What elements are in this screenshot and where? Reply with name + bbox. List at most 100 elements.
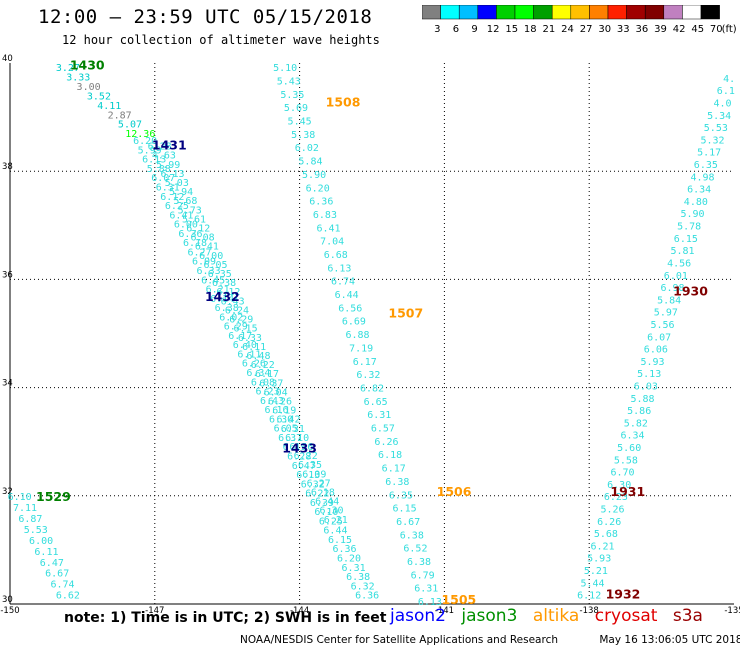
colorbar-label: 70 <box>710 24 723 35</box>
colorbar-label: 36 <box>636 24 649 35</box>
swh-value: 6.43 <box>260 396 284 407</box>
swh-value: 6.35 <box>298 460 322 471</box>
swh-value: 5.78 <box>677 222 701 233</box>
swh-value: 5.45 <box>288 117 312 128</box>
swh-value: 6.05 <box>274 424 298 435</box>
swh-value: 3.52 <box>87 91 111 102</box>
swh-value: 6.1 <box>717 86 735 97</box>
swh-value: 6.38 <box>400 530 424 541</box>
swh-value: 5.68 <box>594 529 618 540</box>
swh-value: 6.67 <box>396 517 420 528</box>
swh-value: 6.13 <box>327 263 351 274</box>
swh-value: 6.34 <box>246 368 270 379</box>
swh-value: 6.37 <box>278 433 302 444</box>
legend-jason3: jason3 <box>461 606 518 626</box>
colorbar-label: 27 <box>580 24 593 35</box>
swh-value: 6.17 <box>382 464 406 475</box>
swh-value: 6.33 <box>238 333 262 344</box>
swh-value: 4.98 <box>690 172 714 183</box>
swh-value: 6.38 <box>212 278 236 289</box>
swh-value: 5.60 <box>617 443 641 454</box>
swh-value: 5.81 <box>670 246 694 257</box>
swh-value: 4.11 <box>97 101 121 112</box>
swh-value: 5.69 <box>284 103 308 114</box>
swh-value: 5.84 <box>657 295 681 306</box>
swh-value: 6.56 <box>338 303 362 314</box>
pass-time-label: 1430 <box>70 57 105 72</box>
swh-value: 4.56 <box>667 258 691 269</box>
swh-value: 6.11 <box>34 547 58 558</box>
colorbar-label: 24 <box>561 24 574 35</box>
y-tick-label: 32 <box>2 487 13 497</box>
swh-value: 5.13 <box>637 369 661 380</box>
y-tick-label: 34 <box>2 379 13 389</box>
swh-value: 6.32 <box>356 370 380 381</box>
swh-value: 6.83 <box>313 210 337 221</box>
y-tick-label: 38 <box>2 162 13 172</box>
swh-value: 6.38 <box>385 477 409 488</box>
swh-value: 6.39 <box>310 498 334 509</box>
swh-value: 5.73 <box>178 205 202 216</box>
track-jason3-dense: 6.284.635.996.135.035.945.685.735.616.12… <box>148 142 348 526</box>
swh-value: 6.12 <box>160 192 184 203</box>
footnote: note: 1) Time is in UTC; 2) SWH is in fe… <box>64 610 387 626</box>
swh-value: 6.41 <box>195 242 219 253</box>
swh-value: 6.15 <box>234 324 258 335</box>
swh-value: 6.28 <box>287 451 311 462</box>
swh-value: 6.21 <box>206 285 230 296</box>
colorbar-label: (ft) <box>722 24 737 35</box>
x-tick-label: -147 <box>145 606 164 616</box>
swh-value: 6.02 <box>295 143 319 154</box>
swh-value: 5.58 <box>614 455 638 466</box>
swh-value: 6.05 <box>203 260 227 271</box>
colorbar-label: 33 <box>617 24 630 35</box>
track-jason2-dense: 6.205.996.135.886.076.316.126.256.416.00… <box>133 136 379 601</box>
swh-value: 6.98 <box>660 283 684 294</box>
swh-value: 6.22 <box>251 360 275 371</box>
footer-credit: NOAA/NESDIS Center for Satellite Applica… <box>240 634 558 646</box>
swh-value: 6.10 <box>314 507 338 518</box>
colorbar-label: 15 <box>505 24 518 35</box>
swh-value: 5.68 <box>173 196 197 207</box>
swh-value: 6.26 <box>597 517 621 528</box>
swh-value: 6.25 <box>319 516 343 527</box>
swh-value: 6.28 <box>148 142 172 153</box>
swh-value: 6.24 <box>225 305 249 316</box>
swh-value: 6.82 <box>360 383 384 394</box>
swh-value: 6.08 <box>251 377 275 388</box>
swh-value: 6.25 <box>165 201 189 212</box>
swh-value: 6.29 <box>224 322 248 333</box>
swh-value: 6.14 <box>210 294 234 305</box>
swh-value: 6.88 <box>345 330 369 341</box>
swh-value: 5.10 <box>273 63 297 74</box>
swh-value: 6.04 <box>264 387 288 398</box>
colorbar-label: 21 <box>543 24 556 35</box>
swh-value: 6.01 <box>664 271 688 282</box>
colorbar-label: 18 <box>524 24 537 35</box>
swh-value: 6.37 <box>259 378 283 389</box>
swh-value: 6.20 <box>133 136 157 147</box>
track-altika: 5.10 5.43 5.35 5.69 5.45 5.38 6.02 5.84 5.90 6.20… <box>273 63 442 608</box>
swh-value: 6.31 <box>156 183 180 194</box>
y-tick-label: 36 <box>2 270 13 280</box>
swh-value: 6.00 <box>29 536 53 547</box>
swh-value: 6.44 <box>323 526 347 537</box>
grid <box>10 63 734 604</box>
swh-value: 6.79 <box>411 570 435 581</box>
swh-value: 6.47 <box>40 558 64 569</box>
swh-value: 6.69 <box>342 317 366 328</box>
swh-value: 4. <box>723 74 735 85</box>
swh-value: 5.93 <box>640 357 664 368</box>
pass-time-label: 1930 <box>673 284 708 299</box>
pass-time-label: 1431 <box>152 138 187 153</box>
satellite-legend: jason2 jason3 altika cryosat s3a <box>390 606 713 626</box>
swh-value: 6.21 <box>324 515 348 526</box>
track-cryosat: 4.6.14.05.345.535.325.176.354.986.344.80… <box>577 74 735 602</box>
swh-value: 2.87 <box>108 110 132 121</box>
colorbar-label: 12 <box>487 24 500 35</box>
swh-value: 4.63 <box>152 151 176 162</box>
swh-value: 6.07 <box>151 173 175 184</box>
chart-subtitle: 12 hour collection of altimeter wave hei… <box>62 33 380 47</box>
pass-time-label: 1508 <box>326 94 361 109</box>
plot-frame <box>9 63 734 605</box>
